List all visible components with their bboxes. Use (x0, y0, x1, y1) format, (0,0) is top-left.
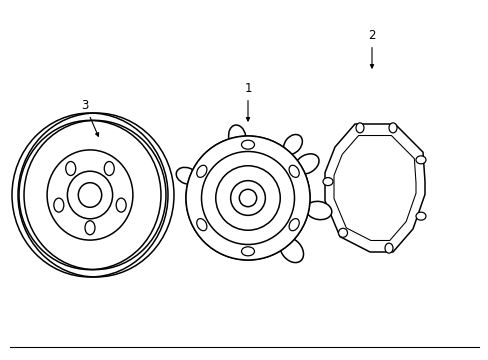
Ellipse shape (415, 212, 425, 220)
Text: 3: 3 (81, 99, 99, 136)
Ellipse shape (104, 162, 114, 175)
Ellipse shape (323, 177, 332, 186)
Ellipse shape (288, 219, 299, 231)
Ellipse shape (279, 238, 303, 262)
Ellipse shape (305, 201, 331, 220)
Ellipse shape (24, 120, 165, 270)
Ellipse shape (288, 165, 299, 177)
Ellipse shape (241, 247, 254, 256)
Ellipse shape (176, 167, 197, 184)
Circle shape (201, 152, 294, 244)
Ellipse shape (294, 154, 318, 174)
Ellipse shape (196, 165, 206, 177)
Ellipse shape (415, 156, 425, 164)
Ellipse shape (85, 221, 95, 235)
Ellipse shape (196, 219, 206, 231)
Ellipse shape (78, 183, 102, 207)
Ellipse shape (241, 140, 254, 149)
Ellipse shape (67, 171, 112, 219)
Ellipse shape (18, 113, 174, 277)
Circle shape (239, 189, 256, 207)
Ellipse shape (65, 162, 76, 175)
Ellipse shape (47, 150, 133, 240)
Text: 1: 1 (244, 82, 251, 121)
Ellipse shape (338, 228, 347, 237)
Ellipse shape (384, 243, 392, 253)
Circle shape (185, 136, 309, 260)
Ellipse shape (283, 135, 302, 154)
Ellipse shape (388, 123, 396, 133)
Circle shape (239, 189, 256, 207)
Ellipse shape (116, 198, 126, 212)
Ellipse shape (228, 125, 245, 149)
Ellipse shape (241, 247, 254, 256)
Ellipse shape (196, 165, 206, 177)
Ellipse shape (54, 198, 64, 212)
Circle shape (215, 166, 280, 230)
Circle shape (230, 181, 265, 215)
Polygon shape (333, 135, 415, 240)
Text: 2: 2 (367, 29, 375, 68)
Circle shape (185, 136, 309, 260)
Ellipse shape (288, 165, 299, 177)
Ellipse shape (288, 219, 299, 231)
Polygon shape (325, 124, 424, 252)
Ellipse shape (355, 123, 363, 133)
Ellipse shape (196, 219, 206, 231)
Ellipse shape (241, 140, 254, 149)
